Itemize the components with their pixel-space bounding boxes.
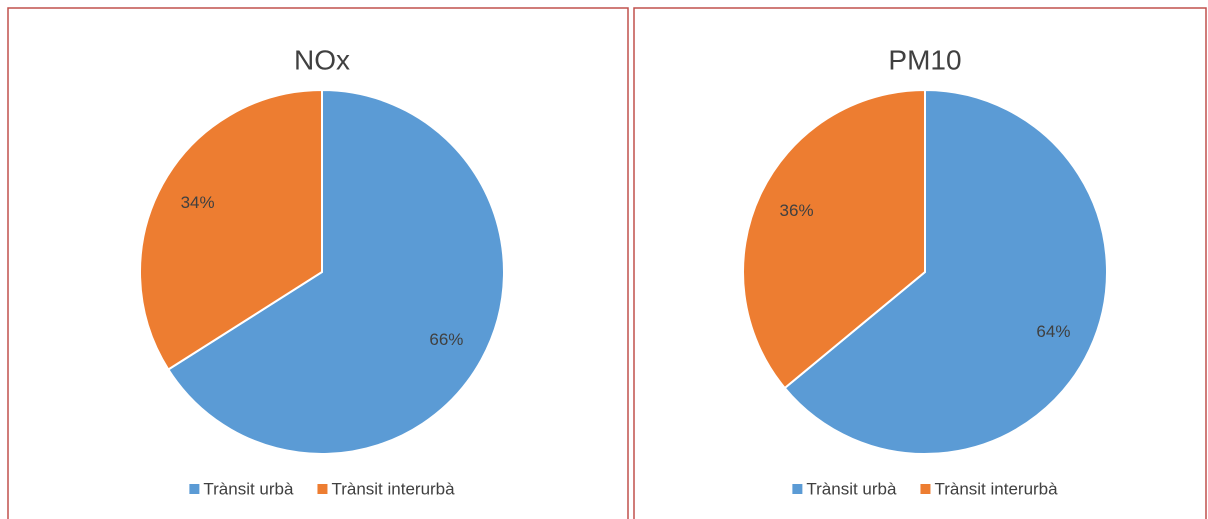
panel-border <box>633 7 1207 519</box>
panel-border <box>7 7 629 519</box>
chart-title: NOx <box>294 44 350 75</box>
pie-slice <box>783 88 1108 455</box>
legend-label: Trànsit urbà <box>806 479 897 498</box>
legend-swatch <box>317 484 328 494</box>
chart-title: PM10 <box>888 44 961 75</box>
data-label: 36% <box>780 201 814 220</box>
pie-slice <box>166 88 505 455</box>
data-label: 64% <box>1036 322 1070 341</box>
legend-swatch <box>920 484 931 494</box>
legend-label: Trànsit urbà <box>203 479 294 498</box>
legend-label: Trànsit interurbà <box>331 479 455 498</box>
pie-slice <box>139 88 323 371</box>
pie-slice <box>742 88 926 390</box>
data-label: 66% <box>429 330 463 349</box>
legend-label: Trànsit interurbà <box>934 479 1058 498</box>
legend-swatch <box>189 484 200 494</box>
legend-swatch <box>792 484 803 494</box>
data-label: 34% <box>181 193 215 212</box>
